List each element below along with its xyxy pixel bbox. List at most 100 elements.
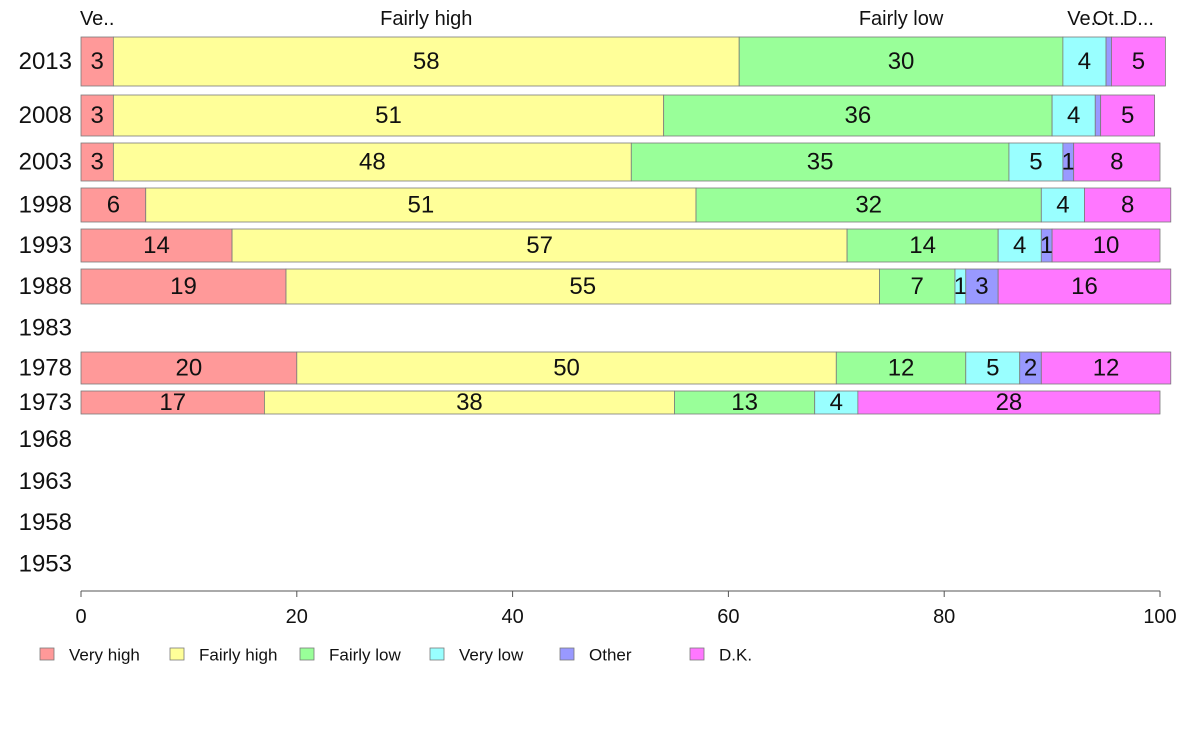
bar-data-label: 58 bbox=[413, 48, 440, 75]
legend-label: Fairly high bbox=[199, 646, 277, 665]
y-tick-label: 2008 bbox=[19, 102, 72, 129]
x-axis: 0 20 40 60 80 100 bbox=[75, 590, 1177, 628]
bar-data-label: 1 bbox=[954, 273, 967, 300]
bar-data-label: 55 bbox=[569, 273, 596, 300]
bar-data-label: 6 bbox=[107, 192, 120, 219]
bar-segment bbox=[112, 142, 632, 182]
bar-data-label: 12 bbox=[1093, 355, 1120, 382]
y-tick-label: 2003 bbox=[19, 149, 72, 176]
bar-data-label: 50 bbox=[553, 355, 580, 382]
bar-data-label: 12 bbox=[888, 355, 915, 382]
bar-data-label: 10 bbox=[1093, 232, 1120, 259]
bar-segment bbox=[80, 268, 287, 305]
bar-segment bbox=[695, 187, 1042, 223]
bar-data-label: 48 bbox=[359, 149, 386, 176]
bar-segment bbox=[630, 142, 1010, 182]
legend-swatch bbox=[39, 647, 55, 661]
bar-data-label: 5 bbox=[986, 355, 999, 382]
bar-segment bbox=[997, 268, 1172, 305]
x-tick-label: 100 bbox=[1143, 606, 1176, 628]
bar-data-label: 5 bbox=[1132, 48, 1145, 75]
legend-swatch bbox=[299, 647, 315, 661]
bar-data-label: 17 bbox=[159, 389, 186, 416]
series-header-label: D... bbox=[1123, 8, 1154, 30]
legend-label: Fairly low bbox=[329, 646, 402, 665]
bar-data-label: 4 bbox=[830, 389, 843, 416]
bar-data-label: 38 bbox=[456, 389, 483, 416]
bar-segment bbox=[857, 390, 1161, 415]
bar-data-label: 4 bbox=[1056, 192, 1069, 219]
bar-data-label: 5 bbox=[1121, 102, 1134, 129]
bar-data-label: 36 bbox=[845, 102, 872, 129]
bar-data-label: 19 bbox=[170, 273, 197, 300]
y-tick-label: 2013 bbox=[19, 48, 72, 75]
bar-data-label: 28 bbox=[996, 389, 1023, 416]
bar-segment bbox=[1040, 351, 1172, 385]
bar-data-label: 32 bbox=[855, 192, 882, 219]
bar-data-label: 51 bbox=[408, 192, 435, 219]
y-tick-label: 1978 bbox=[19, 355, 72, 382]
bar-data-label: 7 bbox=[911, 273, 924, 300]
bar-segment bbox=[846, 228, 999, 263]
bar-data-label: 3 bbox=[91, 102, 104, 129]
x-tick-label: 40 bbox=[501, 606, 523, 628]
bar-data-label: 3 bbox=[91, 48, 104, 75]
bar-data-label: 4 bbox=[1013, 232, 1026, 259]
bar-segment bbox=[1094, 94, 1102, 137]
legend-label: Very high bbox=[69, 646, 140, 665]
legend-swatch bbox=[169, 647, 185, 661]
bar-segment bbox=[1073, 142, 1161, 182]
bar-data-label: 5 bbox=[1029, 149, 1042, 176]
bar-data-label: 14 bbox=[909, 232, 936, 259]
series-header-label: Ot.. bbox=[1093, 8, 1125, 30]
bar-segment bbox=[997, 228, 1042, 263]
bar-data-label: 8 bbox=[1110, 149, 1123, 176]
bar-data-label: 51 bbox=[375, 102, 402, 129]
y-tick-label: 1963 bbox=[19, 468, 72, 495]
y-tick-label: 1968 bbox=[19, 426, 72, 453]
y-tick-label: 1993 bbox=[19, 232, 72, 259]
x-tick-label: 0 bbox=[75, 606, 86, 628]
bar-data-label: 20 bbox=[176, 355, 203, 382]
bar-segment bbox=[965, 351, 1021, 385]
bar-data-label: 1 bbox=[1062, 149, 1075, 176]
bar-data-label: 14 bbox=[143, 232, 170, 259]
bar-segment bbox=[1051, 228, 1161, 263]
y-tick-label: 1998 bbox=[19, 192, 72, 219]
y-tick-label: 1973 bbox=[19, 389, 72, 416]
bar-data-label: 1 bbox=[1040, 232, 1053, 259]
bar-data-label: 2 bbox=[1024, 355, 1037, 382]
bar-segment bbox=[1084, 187, 1172, 223]
bar-data-label: 16 bbox=[1071, 273, 1098, 300]
legend-label: Other bbox=[589, 646, 632, 665]
bar-data-label: 8 bbox=[1121, 192, 1134, 219]
legend-swatch bbox=[559, 647, 575, 661]
bar-segment bbox=[835, 351, 967, 385]
bar-segment bbox=[80, 94, 114, 137]
bar-segment bbox=[1111, 36, 1166, 87]
series-header-label: Ve.. bbox=[1067, 8, 1101, 30]
bar-segment bbox=[1040, 187, 1085, 223]
bar-data-label: 57 bbox=[526, 232, 553, 259]
series-header-label: Fairly low bbox=[859, 8, 944, 30]
y-tick-label: 1988 bbox=[19, 273, 72, 300]
x-tick-label: 60 bbox=[717, 606, 739, 628]
legend-swatch bbox=[689, 647, 705, 661]
series-header-label: Ve.. bbox=[80, 8, 114, 30]
bar-data-label: 35 bbox=[807, 149, 834, 176]
bar-segment bbox=[663, 94, 1053, 137]
legend-label: Very low bbox=[459, 646, 524, 665]
bar-segment bbox=[112, 94, 665, 137]
bar-segment bbox=[112, 36, 740, 87]
bar-segment bbox=[1051, 94, 1096, 137]
bar-data-label: 4 bbox=[1067, 102, 1080, 129]
bar-data-label: 13 bbox=[731, 389, 758, 416]
series-header-labels: Ve.. Fairly high Fairly low Ve..Ot..D... bbox=[80, 8, 1154, 30]
bar-segment bbox=[80, 187, 147, 223]
bar-segment bbox=[231, 228, 848, 263]
bar-segment bbox=[285, 268, 880, 305]
bar-segment bbox=[1100, 94, 1156, 137]
bar-segment bbox=[80, 142, 114, 182]
